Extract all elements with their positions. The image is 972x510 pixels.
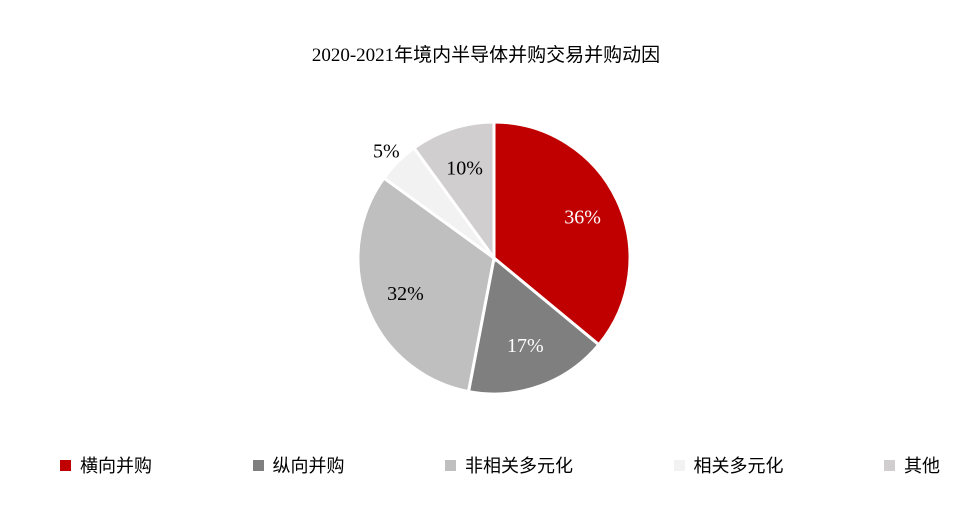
legend-label: 横向并购 <box>80 456 152 477</box>
legend-item-horizontal: 横向并购 <box>60 452 152 478</box>
legend-item-vertical: 纵向并购 <box>252 452 345 478</box>
slice-label-vertical: 17% <box>507 335 544 357</box>
legend-item-unrelated-diversification: 非相关多元化 <box>445 452 573 478</box>
pie-slice-other <box>411 120 496 263</box>
slice-label-other: 10% <box>446 157 483 179</box>
legend-label: 纵向并购 <box>272 456 345 477</box>
legend-item-related-diversification: 相关多元化 <box>673 452 784 478</box>
pie-slice-vertical <box>466 255 601 396</box>
legend-swatch <box>884 459 895 471</box>
slice-label-horizontal: 36% <box>564 206 601 228</box>
legend-item-other: 其他 <box>884 452 940 478</box>
legend: 横向并购 纵向并购 非相关多元化 相关多元化 其他 <box>60 452 940 478</box>
legend-swatch <box>673 459 685 471</box>
legend-swatch <box>60 459 71 471</box>
pie-slice-unrelated-diversification <box>356 175 496 394</box>
legend-label: 相关多元化 <box>693 456 784 477</box>
legend-swatch <box>252 459 264 471</box>
chart-title: 2020-2021年境内半导体并购交易并购动因 <box>311 45 661 66</box>
legend-label: 非相关多元化 <box>465 456 573 477</box>
legend-label: 其他 <box>904 456 940 477</box>
slice-label-unrelated-diversification: 32% <box>387 283 424 305</box>
pie-slice-horizontal <box>492 120 632 347</box>
slice-label-related-diversification: 5% <box>373 140 400 162</box>
legend-swatch <box>445 459 456 471</box>
